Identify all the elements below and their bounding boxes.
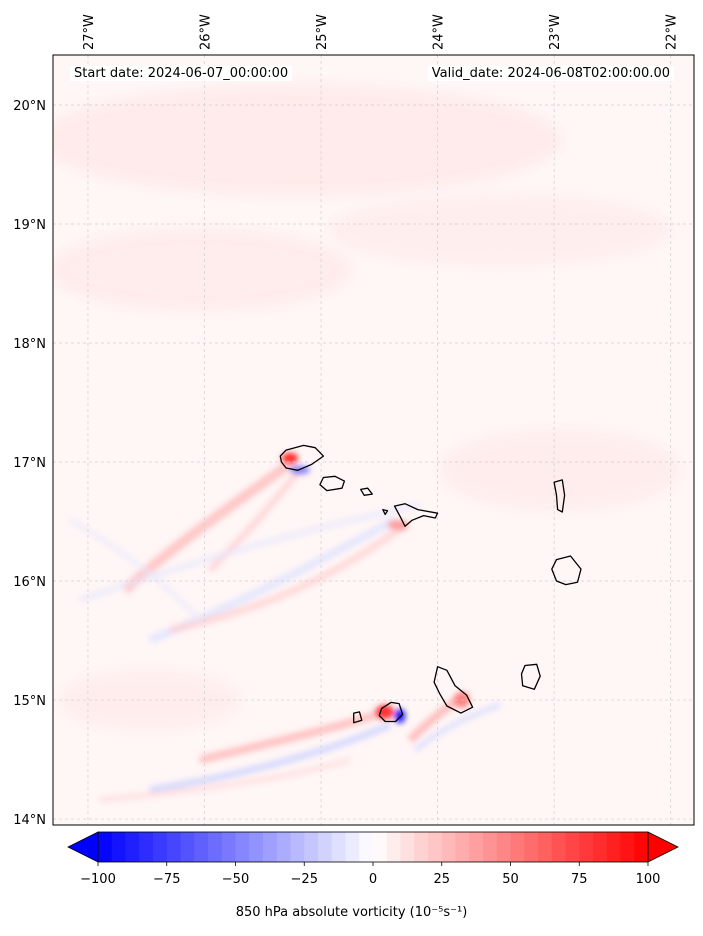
island-outline: [360, 487, 373, 496]
colorbar-tick-label: 25: [433, 872, 450, 887]
latitude-tick-labels: 20°N 19°N 18°N 17°N 16°N 15°N 14°N: [13, 99, 46, 828]
island-coastlines: [279, 444, 582, 724]
colorbar-tick-label: −75: [153, 872, 180, 887]
colorbar-bin: [620, 832, 635, 862]
colorbar-bin: [304, 832, 319, 862]
colorbar-bin: [180, 832, 195, 862]
island-outline: [279, 444, 325, 471]
colorbar-bin: [263, 832, 278, 862]
vorticity-streaks: [68, 455, 501, 803]
lat-tick-label: 15°N: [13, 694, 46, 709]
colorbar-bin: [483, 832, 498, 862]
colorbar-bin: [428, 832, 443, 862]
colorbar-tick-label: −25: [291, 872, 318, 887]
colorbar-bin: [153, 832, 168, 862]
colorbar-tick-label: 100: [636, 872, 661, 887]
start-date-label: Start date: 2024-06-07_00:00:00: [70, 66, 293, 81]
colorbar-bin: [249, 832, 264, 862]
colorbar-bin: [634, 832, 649, 862]
colorbar-bin: [593, 832, 608, 862]
colorbar-bin: [606, 832, 621, 862]
longitude-tick-labels: 27°W 26°W 25°W 24°W 23°W 22°W: [82, 14, 680, 50]
colorbar-bin: [441, 832, 456, 862]
lon-tick-label: 24°W: [432, 14, 447, 50]
colorbar-bin: [235, 832, 250, 862]
colorbar-bin: [510, 832, 525, 862]
colorbar-bin: [414, 832, 429, 862]
colorbar-bin: [524, 832, 539, 862]
colorbar-bin: [139, 832, 154, 862]
colorbar-bin: [455, 832, 470, 862]
colorbar: [67, 831, 679, 863]
colorbar-tick-label: 75: [571, 872, 588, 887]
colorbar-extend-min: [67, 831, 99, 863]
colorbar-tick-labels: −100 −75 −50 −25 0 25 50 75 100: [80, 862, 660, 887]
island-outline: [319, 475, 346, 492]
lon-tick-label: 25°W: [315, 14, 330, 50]
colorbar-bin: [194, 832, 209, 862]
island-outline: [433, 666, 474, 714]
plot-frame: [52, 54, 695, 826]
colorbar-bin: [221, 832, 236, 862]
colorbar-bin: [386, 832, 401, 862]
island-outline: [393, 503, 439, 527]
colorbar-bin: [290, 832, 305, 862]
island-outline: [378, 701, 404, 723]
lat-tick-label: 20°N: [13, 99, 46, 114]
colorbar-bin: [469, 832, 484, 862]
lon-tick-label: 27°W: [82, 14, 97, 50]
colorbar-bin: [373, 832, 388, 862]
colorbar-bin: [538, 832, 553, 862]
colorbar-bin: [496, 832, 511, 862]
colorbar-bin: [208, 832, 223, 862]
vorticity-hotspots: [282, 453, 470, 723]
lon-tick-label: 22°W: [665, 14, 680, 50]
colorbar-bin: [111, 832, 126, 862]
colorbar-bin: [359, 832, 374, 862]
lat-tick-label: 17°N: [13, 456, 46, 471]
lat-tick-label: 19°N: [13, 218, 46, 233]
valid-date-label: Valid_date: 2024-06-08T02:00:00.00: [427, 66, 674, 81]
island-outline: [520, 663, 541, 690]
gridlines: [53, 55, 694, 825]
colorbar-tick-label: 0: [369, 872, 377, 887]
colorbar-bin: [276, 832, 291, 862]
colorbar-bin: [125, 832, 140, 862]
lon-tick-label: 26°W: [199, 14, 214, 50]
colorbar-extend-max: [647, 831, 679, 863]
island-outline: [553, 479, 566, 513]
island-outline: [353, 711, 363, 724]
colorbar-tick-label: 50: [502, 872, 519, 887]
colorbar-bin: [98, 832, 113, 862]
colorbar-tick-label: −50: [222, 872, 249, 887]
colorbar-bin: [400, 832, 415, 862]
colorbar-bin: [318, 832, 333, 862]
vorticity-field: [53, 85, 680, 730]
colorbar-bin: [565, 832, 580, 862]
lon-tick-label: 23°W: [548, 14, 563, 50]
colorbar-bin: [166, 832, 181, 862]
colorbar-bin: [345, 832, 360, 862]
colorbar-label: 850 hPa absolute vorticity (10⁻⁵s⁻¹): [235, 905, 468, 920]
lat-tick-label: 16°N: [13, 575, 46, 590]
colorbar-bin: [579, 832, 594, 862]
colorbar-bin: [331, 832, 346, 862]
island-outline: [551, 555, 582, 586]
lat-tick-label: 18°N: [13, 337, 46, 352]
lat-tick-label: 14°N: [13, 813, 46, 828]
colorbar-bin: [551, 832, 566, 862]
colorbar-tick-label: −100: [80, 872, 116, 887]
island-outline: [382, 508, 389, 516]
